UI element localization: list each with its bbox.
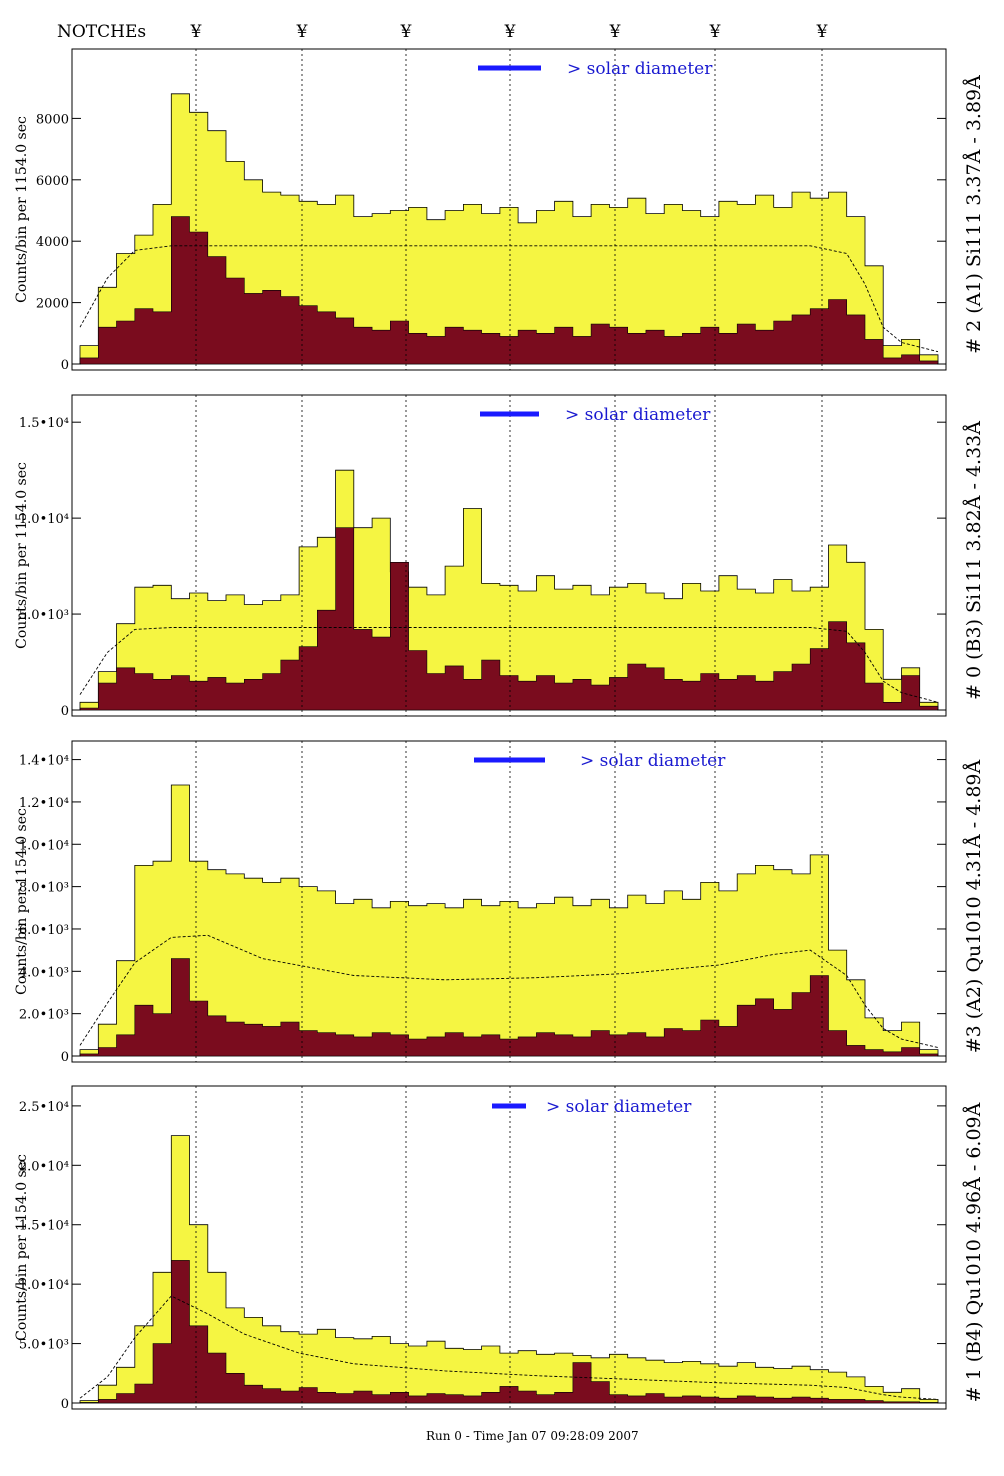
yellow-counts-histogram [79,1135,942,1404]
panels: 0 2000 4000 6000 8000 Counts/bin per 1154.0 s… [14,48,985,1412]
legend-solar-diameter-label: > solar diameter [546,1097,692,1117]
y-tick-label: 5.0•10³ [19,1338,69,1353]
notch-marker-2: ¥ [296,22,308,42]
model-curve [79,1295,939,1400]
y-tick-label: 4.0•10³ [19,965,69,980]
y-tick-label: 1.0•10⁴ [19,1278,69,1293]
panel-2: 0 5.0•10³ 1.0•10⁴ 1.5•10⁴ Counts/bin per 115… [14,394,985,719]
maroon-counts-histogram [79,1260,942,1404]
notch-marker-1: ¥ [190,22,202,42]
y-tick-label: 4000 [36,235,69,250]
y-tick-label: 1.0•10⁴ [19,512,69,527]
y-axis-label: Counts/bin per 1154.0 sec [14,116,30,303]
panel-frame [71,394,947,717]
y-tick-label: 2.0•10⁴ [19,1159,69,1174]
panel-frame [71,48,947,371]
maroon-counts-histogram [79,527,942,711]
legend-solar-diameter-label: > solar diameter [565,405,711,425]
panel-4: 0 5.0•10³ 1.0•10⁴ 1.5•10⁴ 2.0•10⁴ 2.5•10⁴ Coun… [14,1085,985,1412]
panel-title: #3 (A2) Qu1010 4.31Å - 4.89Å [963,759,985,1053]
run-time-footer: Run 0 - Time Jan 07 09:28:09 2007 [426,1429,639,1443]
y-tick-label: 1.5•10⁴ [19,1219,69,1234]
notch-marker-3: ¥ [400,22,412,42]
panel-1: 0 2000 4000 6000 8000 Counts/bin per 1154.0 s… [14,48,985,373]
notch-marker-5: ¥ [609,22,621,42]
y-tick-label: 1.5•10⁴ [19,416,69,431]
y-axis-label: Counts/bin per 1154.0 sec [14,808,30,995]
y-tick-label: 2.0•10³ [19,1008,69,1023]
notches-label: NOTCHEs [57,22,146,42]
y-tick-label: 0 [61,1050,69,1065]
y-tick-label: 2.5•10⁴ [19,1100,69,1115]
panel-title: # 0 (B3) Si111 3.82Å - 4.33Å [963,421,985,700]
panel-frame [71,740,947,1063]
y-axis-label: Counts/bin per 1154.0 sec [14,462,30,649]
notch-marker-4: ¥ [504,22,516,42]
y-tick-label: 1.0•10⁴ [19,838,69,853]
y-tick-label: 8000 [36,112,69,127]
legend-solar-diameter-label: > solar diameter [580,751,726,771]
y-tick-label: 0 [61,358,69,373]
y-tick-label: 8.0•10³ [19,881,69,896]
panel-3: 0 2.0•10³ 4.0•10³ 6.0•10³ 8.0•10³ 1.0•10⁴ 1.2•… [14,740,985,1065]
y-tick-label: 1.4•10⁴ [19,754,69,769]
y-tick-label: 2000 [36,297,69,312]
notch-marker-7: ¥ [816,22,828,42]
model-curve [79,245,939,353]
notch-marks: ¥ ¥ ¥ ¥ ¥ ¥ ¥ [190,22,828,42]
y-tick-label: 5.0•10³ [19,608,69,623]
yellow-counts-histogram [79,469,942,711]
model-curve [79,934,939,1048]
y-axis-label: Counts/bin per 1154.0 sec [14,1154,30,1341]
y-tick-label: 6000 [36,174,69,189]
maroon-counts-histogram [79,958,942,1057]
notch-marker-6: ¥ [709,22,721,42]
y-tick-label: 6.0•10³ [19,923,69,938]
legend-solar-diameter-label: > solar diameter [567,59,713,79]
maroon-counts-histogram [79,216,942,365]
panel-title: # 1 (B4) Qu1010 4.96Å - 6.09Å [963,1102,985,1402]
panel-frame [71,1085,947,1410]
panel-title: # 2 (A1) Si111 3.37Å - 3.89Å [963,75,985,354]
y-tick-label: 0 [61,1397,69,1412]
yellow-counts-histogram [79,784,942,1057]
model-curve [79,627,939,703]
y-tick-label: 1.2•10⁴ [19,796,69,811]
y-tick-label: 0 [61,704,69,719]
